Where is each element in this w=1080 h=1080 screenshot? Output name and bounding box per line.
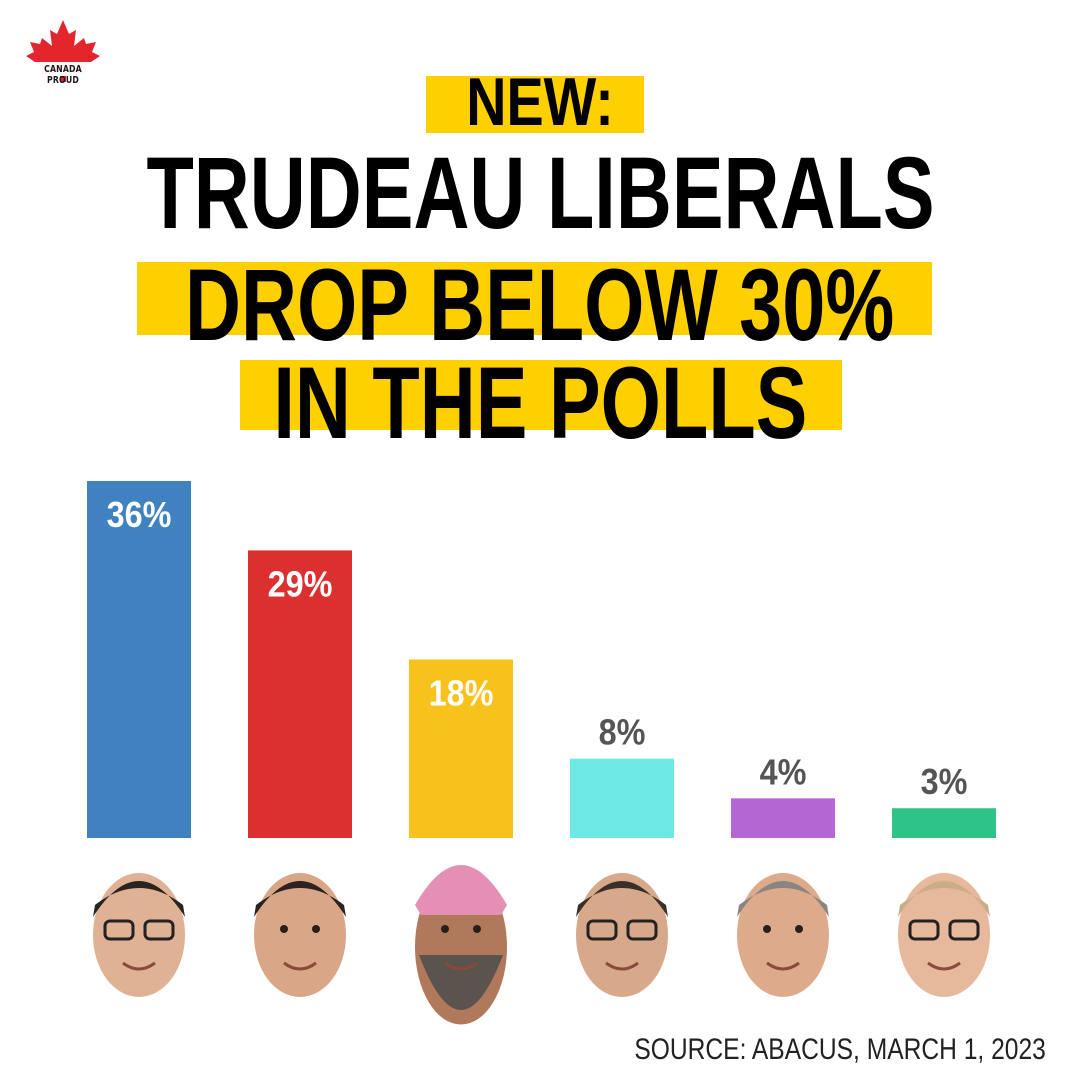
- mouth-6: [927, 961, 961, 971]
- bar-2: [248, 550, 352, 838]
- headline-line-3-text: IN THE POLLS: [272, 346, 808, 460]
- bar-label-1: 36%: [107, 495, 172, 535]
- hair-6: [898, 881, 990, 917]
- face-1: [93, 873, 185, 997]
- beard-3: [419, 955, 503, 1010]
- eye-right-3: [473, 925, 481, 933]
- hair-2: [254, 881, 346, 917]
- face-2: [254, 873, 346, 997]
- highlight-line3: [240, 360, 842, 430]
- eye-left-3: [441, 925, 449, 933]
- hair-1: [93, 881, 185, 917]
- highlight-kicker: [426, 76, 644, 133]
- glasses-left-4: [586, 919, 618, 941]
- bar-3: [409, 659, 513, 838]
- hair-4: [576, 881, 668, 917]
- bar-label-5: 4%: [760, 753, 807, 793]
- bar-1: [87, 481, 191, 838]
- logo-text: CANADA PROUD: [44, 64, 82, 86]
- glasses-right-6: [948, 919, 980, 941]
- bar-label-4: 8%: [599, 713, 646, 753]
- face-6: [898, 873, 990, 997]
- mouth-4: [605, 961, 639, 971]
- headline-kicker: NEW:: [0, 62, 1080, 142]
- mouth-1: [122, 961, 156, 971]
- source-note: SOURCE: ABACUS, MARCH 1, 2023: [634, 1033, 1046, 1066]
- mouth-5: [766, 961, 800, 971]
- eye-left-5: [763, 925, 771, 933]
- glasses-left-1: [103, 919, 135, 941]
- face-5: [737, 873, 829, 997]
- canada-proud-logo: CANADA PROUD: [13, 18, 106, 88]
- mouth-2: [283, 961, 317, 971]
- turban-3: [415, 865, 507, 915]
- headline-line-1-text: TRUDEAU LIBERALS: [145, 136, 935, 250]
- glasses-right-4: [626, 919, 658, 941]
- eye-right-5: [795, 925, 803, 933]
- eye-left-2: [280, 925, 288, 933]
- glasses-right-1: [143, 919, 175, 941]
- bar-label-3: 18%: [429, 674, 494, 714]
- bar-label-6: 3%: [921, 763, 968, 803]
- headline-kicker-text: NEW:: [466, 64, 614, 140]
- headline-line-2-text: DROP BELOW 30%: [185, 248, 895, 362]
- bar-label-2: 29%: [268, 565, 333, 605]
- glasses-left-6: [908, 919, 940, 941]
- maple-leaf-icon: [13, 20, 100, 82]
- mouth-3: [444, 961, 478, 971]
- bar-6: [892, 808, 996, 838]
- headline-line-3: IN THE POLLS: [0, 343, 1080, 463]
- bar-5: [731, 798, 835, 838]
- hair-5: [737, 881, 829, 917]
- highlight-line2: [137, 262, 932, 335]
- bar-4: [570, 758, 674, 838]
- headline-line-2: DROP BELOW 30%: [0, 245, 1080, 365]
- headline-line-1: TRUDEAU LIBERALS: [0, 133, 1080, 253]
- eye-right-2: [312, 925, 320, 933]
- face-4: [576, 873, 668, 997]
